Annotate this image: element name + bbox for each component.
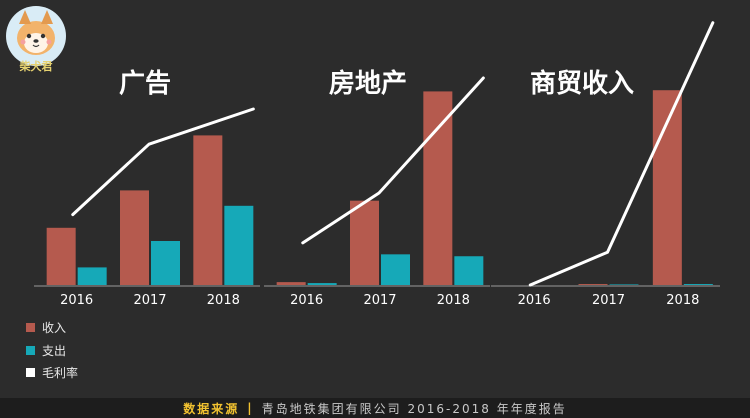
chart-title: 房地产: [329, 69, 407, 99]
chart-3: 商贸收入 2016 2017 2018: [491, 21, 720, 308]
tick-label: 2018: [437, 293, 470, 308]
legend: 收入 支出 毛利率: [26, 321, 78, 380]
margin-line: [71, 107, 255, 217]
bar-revenue: [578, 284, 608, 285]
legend-label-margin: 毛利率: [42, 365, 78, 380]
bar-expense: [454, 256, 484, 285]
footer-divider: |: [247, 401, 254, 415]
tick-label: 2018: [207, 293, 240, 308]
footer: 数据来源 | 青岛地铁集团有限公司 2016-2018 年年度报告: [0, 398, 750, 418]
bar-expense: [683, 284, 713, 285]
legend-label-revenue: 收入: [42, 321, 66, 335]
tick-label: 2016: [60, 293, 93, 308]
bar-revenue: [350, 200, 379, 285]
tick-label: 2017: [592, 293, 625, 308]
bar-revenue: [46, 227, 76, 285]
legend-swatch-revenue: [26, 323, 35, 332]
tick-label: 2016: [518, 293, 551, 308]
bar-revenue: [276, 282, 306, 285]
tick-label: 2018: [666, 293, 699, 308]
bar-expense: [224, 205, 254, 285]
source-label: 数据来源: [183, 401, 240, 416]
tick-label: 2016: [290, 293, 323, 308]
shiba-dog-logo-icon: [6, 6, 66, 66]
bar-expense: [151, 241, 180, 285]
logo-text: 柴犬君: [19, 59, 53, 73]
margin-line: [528, 21, 715, 287]
tick-label: 2017: [363, 293, 396, 308]
legend-label-expense: 支出: [42, 344, 66, 358]
bar-expense: [381, 254, 410, 285]
chart-1: 广告 2016 2017 2018: [34, 69, 260, 308]
legend-swatch-margin: [26, 368, 35, 377]
source-text: 青岛地铁集团有限公司 2016-2018 年年度报告: [261, 401, 567, 416]
tick-label: 2017: [133, 293, 166, 308]
bar-revenue: [423, 91, 453, 286]
bar-expense: [609, 284, 639, 285]
chart-title: 商贸收入: [530, 68, 634, 99]
chart-2: 房地产 2016 2017 2018: [264, 69, 490, 308]
bar-expense: [307, 283, 337, 285]
margin-line: [301, 76, 485, 245]
chart-title: 广告: [119, 69, 171, 99]
bar-revenue: [120, 190, 149, 285]
legend-swatch-expense: [26, 346, 35, 355]
bar-revenue: [193, 135, 223, 285]
bar-expense: [77, 267, 107, 285]
